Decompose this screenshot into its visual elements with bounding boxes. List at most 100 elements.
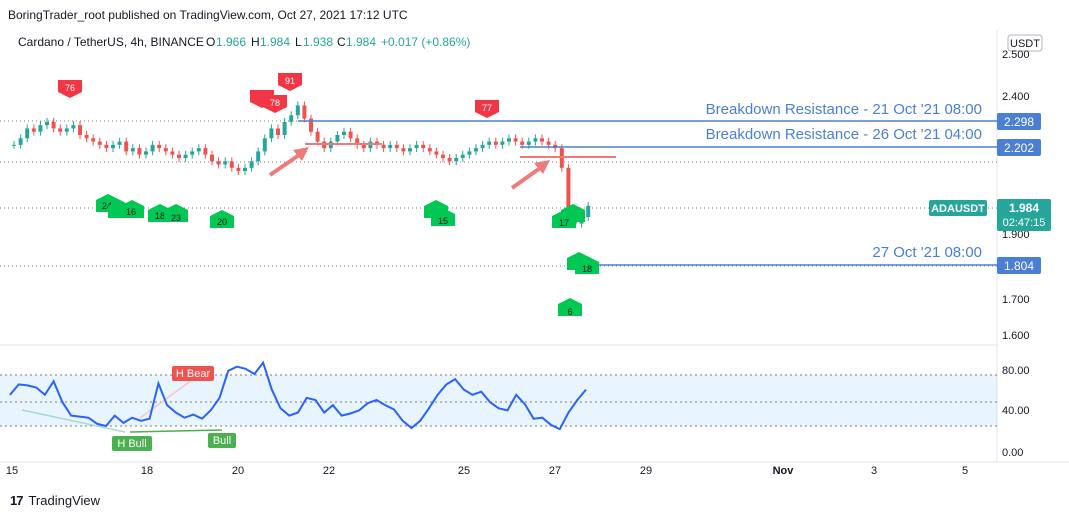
svg-text:16: 16 (126, 207, 136, 217)
candle-body (91, 138, 96, 142)
svg-text:1.804: 1.804 (1004, 259, 1034, 273)
divergence-line-bull[interactable] (129, 429, 223, 433)
annotation-21oct: Breakdown Resistance - 21 Oct '21 08:00 (706, 101, 982, 118)
candle-body (223, 161, 228, 165)
svg-text:24: 24 (102, 201, 112, 211)
time-axis[interactable]: 15 18 20 22 25 27 29 Nov 3 5 (6, 465, 968, 477)
green-badge-15[interactable]: 15 (424, 200, 455, 226)
legend-c-value: 1.984 (346, 35, 376, 49)
candle-body (210, 154, 214, 162)
current-price-label: ADAUSDT 1.984 02:47:15 (929, 199, 1051, 231)
candle-body (480, 144, 485, 149)
currency-badge-box[interactable] (1007, 34, 1043, 52)
green-badge-20[interactable]: 20 (210, 210, 234, 228)
footer[interactable]: 17 TradingView (10, 493, 100, 508)
legend-change: +0.017 (+0.86%) (381, 35, 470, 49)
candle-body (18, 138, 23, 145)
candle-body (586, 205, 591, 218)
candle-body (236, 167, 241, 172)
candle-body (447, 157, 452, 162)
candle-body (97, 141, 102, 145)
candle-body (137, 148, 142, 155)
footer-brand[interactable]: TradingView (28, 493, 101, 508)
legend-o-label: O (206, 35, 215, 49)
red-badge-91[interactable]: 91 (278, 73, 302, 91)
red-badge-78[interactable]: 78 (250, 90, 287, 113)
candle-body (487, 141, 492, 145)
candle-body (315, 131, 320, 142)
svg-text:ADAUSDT: ADAUSDT (931, 203, 985, 215)
price-tick-1700: 1.700 (1002, 294, 1030, 306)
green-badge-23[interactable]: 23 (164, 204, 188, 223)
candle-body (38, 125, 43, 132)
candle-body (335, 135, 340, 142)
candle-body (381, 144, 386, 149)
green-badge-16[interactable]: 16 (108, 200, 144, 218)
candle-body (45, 121, 49, 126)
candle-body (302, 105, 307, 119)
candle-body (190, 151, 195, 155)
legend-h-label: H (251, 35, 260, 49)
candle-body (216, 161, 221, 165)
svg-text:15: 15 (438, 216, 448, 226)
arrow-1[interactable] (268, 147, 309, 177)
candle-body (150, 144, 155, 152)
svg-text:17: 17 (559, 218, 569, 228)
candle-body (401, 148, 406, 152)
svg-text:18: 18 (582, 264, 592, 274)
candle-body (130, 148, 135, 152)
candle-body (493, 141, 498, 145)
candle-body (183, 154, 188, 158)
svg-text:H Bull: H Bull (117, 438, 146, 450)
svg-text:Bull: Bull (213, 435, 231, 447)
price-label-2202: 2.202 (997, 139, 1041, 156)
tradingview-logo-icon[interactable]: 17 (10, 493, 24, 508)
red-badge-77[interactable]: 77 (475, 100, 499, 118)
candle-body (64, 128, 69, 132)
candle-body (84, 135, 89, 139)
legend-h-value: 1.984 (260, 35, 290, 49)
candle-body (276, 128, 280, 135)
time-tick-22: 22 (323, 465, 335, 477)
divergence-line-h-bear[interactable] (139, 379, 193, 419)
candle-body (163, 148, 168, 152)
candle-body (295, 105, 300, 116)
time-tick-27: 27 (549, 465, 561, 477)
time-tick-3: 3 (871, 465, 877, 477)
arrow-2[interactable] (510, 160, 550, 190)
svg-text:2.298: 2.298 (1004, 115, 1034, 129)
candle-body (394, 144, 399, 149)
candle-body (421, 144, 426, 149)
candle-body (25, 128, 30, 139)
price-axis[interactable]: 2.500 2.400 1.900 1.700 1.600 (1002, 49, 1030, 342)
candle-body (309, 118, 313, 132)
candle-body (507, 138, 511, 142)
candle-body (460, 154, 465, 158)
candle-body (500, 141, 505, 145)
svg-text:H Bear: H Bear (176, 368, 211, 380)
rsi-line (9, 360, 587, 431)
price-label-1804: 1.804 (997, 257, 1041, 274)
currency-badge[interactable]: USDT (1010, 38, 1040, 50)
divergence-line-h-bull[interactable] (21, 409, 126, 433)
candle-body (355, 138, 360, 145)
time-tick-15: 15 (6, 465, 18, 477)
candle-body (533, 138, 538, 142)
svg-text:1.984: 1.984 (1009, 201, 1039, 215)
candle-body (196, 148, 201, 152)
candle-body (177, 154, 181, 158)
price-label-2298: 2.298 (997, 113, 1041, 130)
time-tick-29: 29 (640, 465, 652, 477)
svg-text:23: 23 (171, 213, 181, 223)
red-badge-76[interactable]: 76 (58, 80, 82, 98)
green-badge-17[interactable]: 17 (552, 204, 585, 228)
candle-body (269, 128, 274, 139)
candle-body (474, 148, 478, 152)
candle-body (117, 141, 122, 145)
green-badge-18b[interactable]: 18 (567, 252, 599, 274)
rsi-label-bull: Bull (208, 433, 236, 448)
candle-body (289, 115, 294, 122)
candle-body (58, 128, 63, 132)
green-badge-6[interactable]: 6 (558, 298, 582, 317)
